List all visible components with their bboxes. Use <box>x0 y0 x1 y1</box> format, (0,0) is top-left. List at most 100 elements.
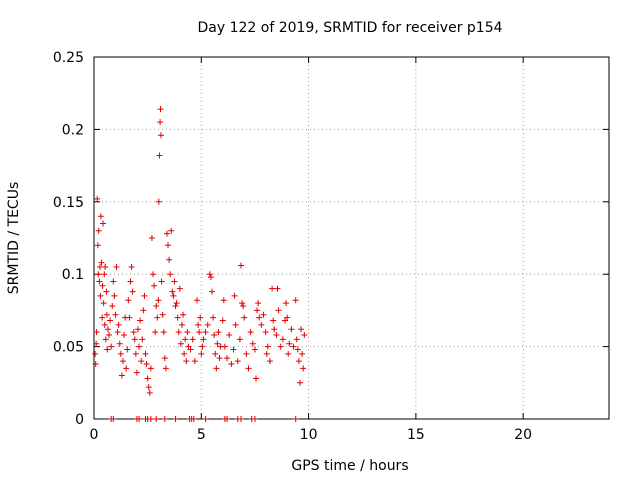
data-point <box>274 285 281 292</box>
data-point <box>220 297 227 304</box>
data-point <box>141 292 148 299</box>
data-point <box>113 263 120 270</box>
data-point <box>206 271 213 278</box>
data-point <box>195 321 202 328</box>
data-point <box>224 355 231 362</box>
data-point <box>93 340 100 347</box>
data-point <box>165 242 172 249</box>
axis-ticks: 0 5 10 15 20 0 0.05 0.1 0.15 0.2 0.25 <box>53 50 609 443</box>
data-point <box>151 282 158 289</box>
data-point <box>190 416 197 422</box>
data-point <box>92 350 99 357</box>
data-point <box>110 416 117 422</box>
data-point <box>117 350 124 357</box>
data-point <box>294 346 301 353</box>
data-point <box>136 416 143 422</box>
data-point <box>109 303 116 310</box>
data-point <box>101 321 108 328</box>
data-point <box>173 300 180 307</box>
data-point <box>155 198 162 205</box>
data-point <box>142 350 149 357</box>
x-tick-label: 0 <box>90 427 99 443</box>
data-point <box>209 288 216 295</box>
data-point <box>102 336 109 343</box>
data-point <box>159 311 166 318</box>
data-point <box>293 336 300 343</box>
data-point <box>202 416 209 422</box>
data-point <box>119 358 126 365</box>
data-point <box>197 314 204 321</box>
x-axis-label: GPS time / hours <box>291 458 408 474</box>
data-point <box>104 326 111 333</box>
data-point <box>236 336 243 343</box>
data-point <box>168 227 175 234</box>
data-point <box>131 336 138 343</box>
data-point <box>136 343 143 350</box>
data-point <box>260 311 267 318</box>
data-point <box>175 329 182 336</box>
data-point <box>160 329 167 336</box>
data-point <box>253 375 260 382</box>
data-point <box>98 259 105 266</box>
data-point <box>138 358 145 365</box>
data-point <box>255 300 262 307</box>
data-point <box>234 358 241 365</box>
data-point <box>187 346 194 353</box>
data-point <box>116 340 123 347</box>
data-point <box>299 350 306 357</box>
data-point <box>94 195 101 202</box>
y-tick-label: 0 <box>75 412 84 428</box>
data-point <box>134 326 141 333</box>
data-point <box>292 297 299 304</box>
data-point <box>129 288 136 295</box>
data-point <box>166 256 173 263</box>
data-point <box>247 329 254 336</box>
data-point <box>211 332 218 339</box>
data-point <box>199 343 206 350</box>
data-point <box>157 106 164 113</box>
data-point <box>215 329 222 336</box>
data-point <box>172 303 179 310</box>
data-point <box>239 300 246 307</box>
data-point <box>126 314 133 321</box>
data-point <box>224 416 231 422</box>
data-point <box>97 213 104 220</box>
data-point <box>147 416 154 422</box>
data-point <box>158 278 165 285</box>
data-point <box>279 336 286 343</box>
data-point <box>139 336 146 343</box>
data-point <box>133 369 140 376</box>
data-point <box>231 292 238 299</box>
data-point <box>286 340 293 347</box>
data-point <box>156 152 163 159</box>
data-point <box>194 297 200 304</box>
data-point <box>221 343 228 350</box>
data-point <box>100 220 107 227</box>
data-point <box>292 416 299 422</box>
data-point <box>95 271 102 278</box>
y-tick-label: 0.05 <box>53 340 84 356</box>
data-point <box>100 300 107 307</box>
data-point <box>101 271 108 278</box>
data-point <box>99 314 106 321</box>
data-point <box>262 329 269 336</box>
data-point <box>213 365 220 372</box>
data-point <box>249 340 256 347</box>
data-point <box>245 365 252 372</box>
data-point <box>147 365 154 372</box>
data-point <box>103 288 110 295</box>
data-point <box>99 282 106 289</box>
data-point <box>104 346 111 353</box>
data-point <box>102 263 109 270</box>
data-point <box>153 416 160 422</box>
data-point <box>182 336 189 343</box>
data-point <box>155 297 162 304</box>
data-point <box>111 292 118 299</box>
data-point <box>174 314 181 321</box>
data-point <box>300 365 307 372</box>
data-point <box>183 358 190 365</box>
data-point <box>93 329 100 336</box>
y-tick-label: 0.25 <box>53 50 84 66</box>
data-point <box>170 292 177 299</box>
